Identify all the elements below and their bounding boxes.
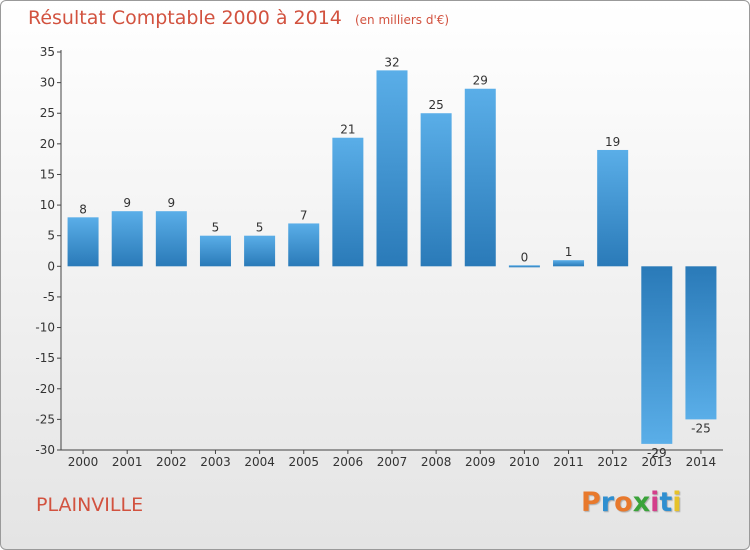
y-tick-label: 35 bbox=[40, 45, 55, 59]
bar[interactable] bbox=[244, 235, 276, 267]
bar[interactable] bbox=[641, 266, 673, 444]
bar[interactable] bbox=[553, 260, 585, 267]
bar-value-label: 8 bbox=[79, 202, 87, 216]
x-tick-label: 2011 bbox=[553, 455, 584, 469]
y-tick-label: -25 bbox=[35, 412, 55, 426]
bar[interactable] bbox=[420, 113, 452, 267]
logo-letter: r bbox=[600, 487, 615, 518]
x-tick-label: 2010 bbox=[509, 455, 540, 469]
logo-letter: P bbox=[581, 487, 601, 518]
bar[interactable] bbox=[111, 211, 143, 267]
bar[interactable] bbox=[508, 265, 540, 268]
bar[interactable] bbox=[155, 211, 187, 267]
bar[interactable] bbox=[67, 217, 99, 267]
y-tick-label: -5 bbox=[43, 290, 55, 304]
x-tick-label: 2002 bbox=[156, 455, 187, 469]
bar-value-label: 5 bbox=[256, 221, 264, 235]
chart-title-block: Résultat Comptable 2000 à 2014 (en milli… bbox=[28, 7, 449, 29]
y-tick-label: -20 bbox=[35, 382, 55, 396]
chart-title: Résultat Comptable 2000 à 2014 bbox=[28, 7, 342, 29]
chart-unit: (en milliers d'€) bbox=[354, 13, 450, 27]
y-tick-label: 30 bbox=[40, 76, 55, 90]
x-tick-label: 2003 bbox=[200, 455, 231, 469]
bar[interactable] bbox=[288, 223, 320, 267]
proxiti-logo[interactable]: Proxiti bbox=[581, 487, 682, 518]
x-tick-label: 2001 bbox=[112, 455, 143, 469]
logo-letter: x bbox=[632, 487, 651, 518]
x-tick-label: 2014 bbox=[686, 455, 717, 469]
bar-value-label: 9 bbox=[123, 196, 131, 210]
logo-letter: t bbox=[659, 487, 673, 518]
x-tick-label: 2007 bbox=[377, 455, 408, 469]
y-tick-label: 10 bbox=[40, 198, 55, 212]
logo-letter: i bbox=[650, 487, 660, 518]
commune-name: PLAINVILLE bbox=[36, 494, 144, 516]
bar-value-label: 19 bbox=[605, 135, 620, 149]
bar-value-label: 21 bbox=[340, 123, 355, 137]
bar[interactable] bbox=[597, 149, 629, 267]
bar[interactable] bbox=[685, 266, 717, 420]
bar-value-label: 32 bbox=[384, 55, 399, 69]
bar-value-label: 29 bbox=[473, 74, 488, 88]
y-tick-label: 5 bbox=[47, 229, 55, 243]
bars bbox=[67, 70, 717, 444]
x-tick-label: 2004 bbox=[244, 455, 275, 469]
logo-letter: o bbox=[614, 487, 633, 518]
bar-value-label: -25 bbox=[691, 421, 711, 435]
y-tick-label: 0 bbox=[47, 259, 55, 273]
bar-value-label: 7 bbox=[300, 208, 308, 222]
bar-value-label: 25 bbox=[428, 98, 443, 112]
x-tick-label: 2012 bbox=[597, 455, 628, 469]
y-tick-label: 25 bbox=[40, 106, 55, 120]
x-tick-label: 2006 bbox=[333, 455, 364, 469]
bar[interactable] bbox=[464, 88, 496, 267]
x-tick-label: 2008 bbox=[421, 455, 452, 469]
bar[interactable] bbox=[376, 70, 408, 267]
bar-value-label: 5 bbox=[212, 221, 220, 235]
bar-value-label: 1 bbox=[565, 245, 573, 259]
bar[interactable] bbox=[332, 137, 364, 267]
x-tick-label: 2009 bbox=[465, 455, 496, 469]
y-tick-label: -15 bbox=[35, 351, 55, 365]
x-tick-label: 2013 bbox=[642, 455, 673, 469]
bar-value-label: -29 bbox=[647, 446, 667, 460]
x-tick-label: 2000 bbox=[68, 455, 99, 469]
bar[interactable] bbox=[199, 235, 231, 267]
bar-value-label: 9 bbox=[168, 196, 176, 210]
bar-value-label: 0 bbox=[521, 250, 529, 264]
y-tick-label: 20 bbox=[40, 137, 55, 151]
y-tick-label: 15 bbox=[40, 167, 55, 181]
logo-letter: i bbox=[672, 487, 682, 518]
y-tick-label: -30 bbox=[35, 443, 55, 457]
data-labels: 8 9 9 5 5 7 21 32 25 29 0 1 19 -29 -25 bbox=[79, 55, 710, 460]
x-tick-label: 2005 bbox=[288, 455, 319, 469]
y-tick-label: -10 bbox=[35, 321, 55, 335]
